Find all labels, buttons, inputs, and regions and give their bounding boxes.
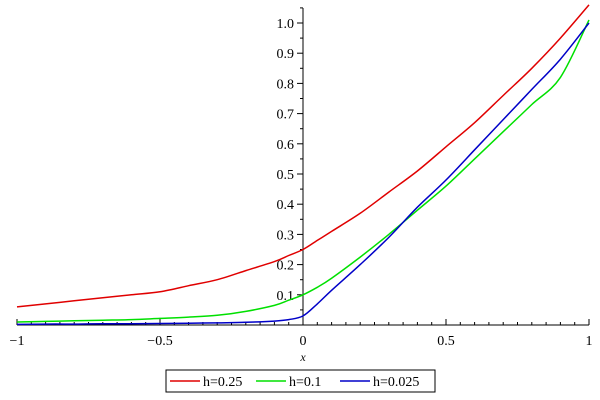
y-axis: 0.10.20.30.40.50.60.70.80.91.0	[277, 7, 304, 325]
series-line-2	[16, 19, 590, 323]
y-tick-label: 0.3	[277, 228, 295, 243]
x-tick-label: −1	[10, 334, 25, 349]
series-line-3	[16, 22, 590, 326]
legend-label: h=0.025	[373, 375, 419, 390]
y-tick-label: 0.5	[277, 168, 295, 183]
series-line-1	[16, 4, 590, 308]
y-tick-label: 0.2	[277, 259, 295, 274]
y-tick-label: 1.0	[277, 17, 295, 32]
legend-label: h=0.1	[289, 375, 321, 390]
x-tick-label: 0	[300, 334, 307, 349]
legend-label: h=0.25	[203, 375, 242, 390]
x-tick-label: 1	[586, 334, 593, 349]
x-tick-label: −0.5	[147, 334, 172, 349]
y-tick-label: 0.9	[277, 47, 295, 62]
x-axis-title: x	[299, 350, 306, 364]
y-tick-label: 0.6	[277, 138, 295, 153]
y-tick-label: 0.4	[277, 198, 295, 213]
y-tick-label: 0.8	[277, 77, 295, 92]
legend: h=0.25 h=0.1 h=0.025	[165, 369, 436, 393]
x-tick-label: 0.5	[437, 334, 455, 349]
legend-box	[165, 369, 436, 393]
y-tick-label: 0.7	[277, 108, 295, 123]
plot-series	[16, 4, 590, 326]
